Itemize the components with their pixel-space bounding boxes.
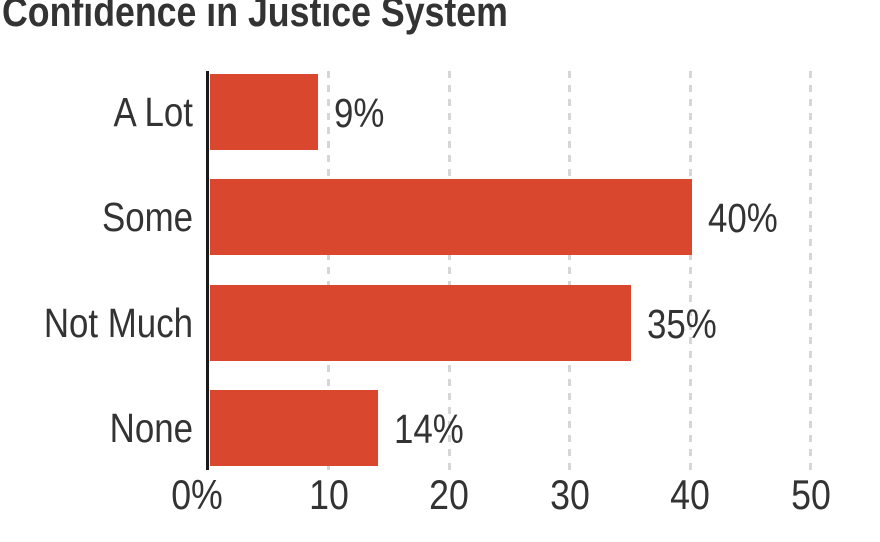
category-label-some: Some [101,194,193,240]
value-label-not-much: 35% [647,301,718,347]
x-tick-label-50: 50 [790,471,831,518]
x-tick-label-10: 10 [308,471,349,518]
gridline-40 [688,71,692,470]
category-label-none: None [109,405,193,451]
gridline-50 [809,71,812,470]
chart-title: Confidence in Justice System [2,0,508,35]
x-tick-label-20: 20 [429,471,469,518]
value-label-a-lot: 9% [333,90,385,136]
x-tick-label-30: 30 [549,471,590,518]
bar-some [209,179,692,255]
category-label-not-much: Not Much [43,300,194,346]
gridline-30 [568,71,571,470]
bar-none [209,390,379,466]
y-axis-line [206,71,209,470]
gridline-10 [327,71,330,470]
x-tick-label-40: 40 [670,471,710,518]
x-tick-label-0-: 0% [171,471,223,518]
bar-a-lot [209,74,318,150]
value-label-some: 40% [707,195,778,241]
value-label-none: 14% [394,406,464,452]
gridline-20 [447,71,451,470]
category-label-a-lot: A Lot [113,89,193,135]
bar-not-much [209,285,632,361]
